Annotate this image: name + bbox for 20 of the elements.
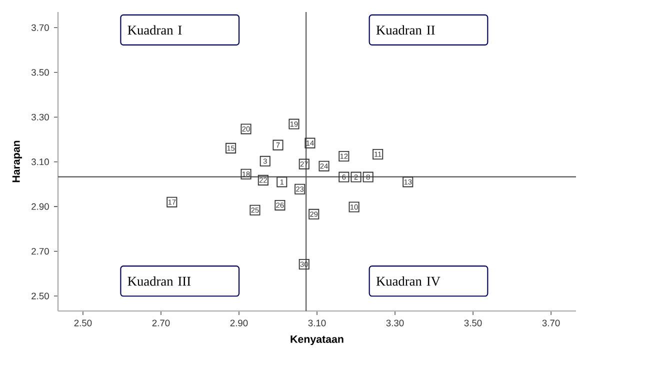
x-tick-label: 3.10 [308,320,326,326]
annotation: Kuadran IV [376,276,440,286]
y-tick-label: 3.70 [31,24,49,31]
annotation: Kuadran III [128,276,191,286]
x-tick-label: 2.90 [230,320,248,326]
x-tick-label: 3.70 [542,320,560,326]
y-tick-label: 3.30 [31,114,49,120]
y-tick-label: 2.50 [32,292,49,300]
x-tick-label: 2.70 [152,320,170,326]
annotation: Kuadran I [128,25,182,35]
annotation: Kuadran II [376,25,435,35]
y-tick-label: 2.90 [32,203,49,210]
x-axis-title: Kenyataan [290,335,344,346]
y-tick-label: 3.50 [31,69,49,76]
y-axis-title: Harapan [12,140,22,182]
x-tick-label: 3.50 [464,320,482,326]
y-tick-label: 2.70 [32,248,49,255]
x-tick-label: 2.50 [74,320,92,326]
x-tick-label: 3.30 [386,320,404,326]
y-tick-label: 3.10 [31,158,49,166]
